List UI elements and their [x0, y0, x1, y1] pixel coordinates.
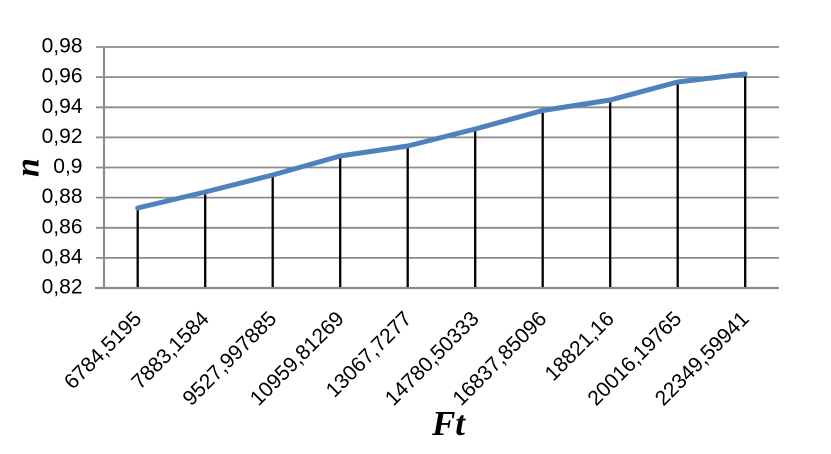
svg-text:0,92: 0,92: [42, 125, 83, 148]
svg-text:0,84: 0,84: [42, 246, 83, 269]
svg-text:0,82: 0,82: [42, 276, 83, 299]
svg-text:0,9: 0,9: [53, 155, 82, 178]
svg-text:0,98: 0,98: [42, 35, 83, 58]
svg-text:0,88: 0,88: [42, 185, 83, 208]
svg-text:n: n: [10, 158, 47, 177]
svg-text:Ft: Ft: [431, 404, 466, 443]
svg-text:0,94: 0,94: [42, 95, 83, 118]
svg-text:0,86: 0,86: [42, 215, 83, 238]
svg-text:0,96: 0,96: [42, 65, 83, 88]
